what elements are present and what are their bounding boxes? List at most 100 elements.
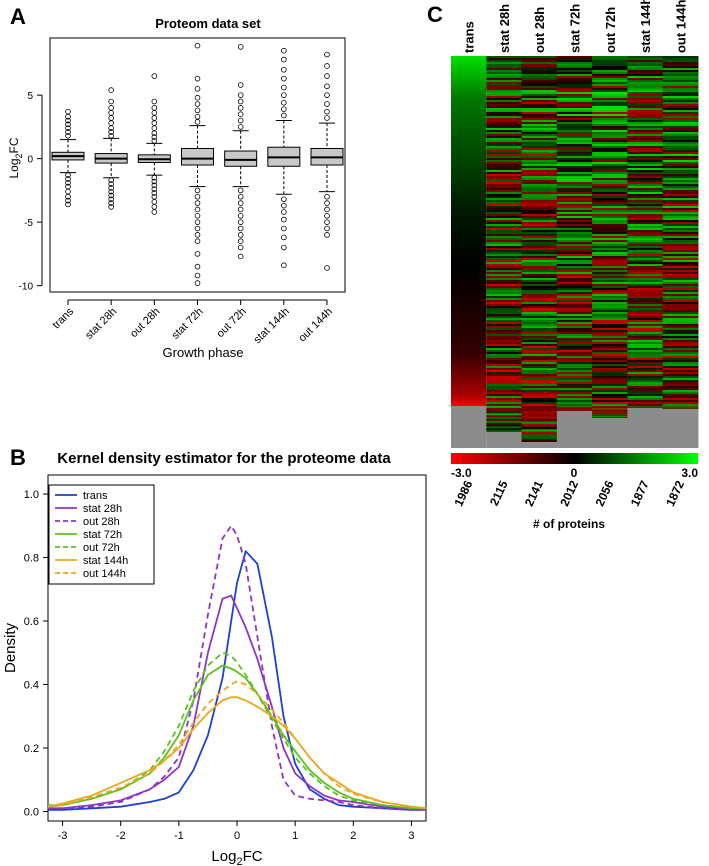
heatmap-cell [556,236,593,239]
heatmap-cell [627,138,664,141]
outlier-point [108,87,114,93]
outlier-point [108,192,114,199]
legend-label: stat 72h [83,529,122,541]
heatmap-cell [521,390,558,393]
heatmap-cell [592,394,628,397]
heatmap-cell [521,266,558,269]
heatmap-cell [662,376,699,379]
outlier-point [324,73,330,79]
heatmap-cell [592,204,628,207]
heatmap-cell [627,296,664,299]
heatmap-cell [486,407,523,411]
heatmap-cell [486,392,523,395]
heatmap-cell [521,114,558,117]
heatmap-cell [592,222,628,225]
heatmap-cell [521,100,558,103]
heatmap-cell [592,330,628,333]
heatmap-cell [556,344,593,347]
heatmap-cell [556,294,593,297]
heatmap-cell [521,218,558,221]
heatmap-cell [662,60,699,63]
density-line-stat-72h [47,664,426,810]
heatmap-grid [451,56,699,448]
heatmap-cell [592,302,628,305]
heatmap-cell [592,154,628,157]
heatmap-cell [486,328,523,331]
heatmap-cell [556,360,593,363]
heatmap-cell [592,232,628,235]
colorbar-max-label: 3.0 [681,466,698,480]
heatmap-cell [556,184,593,187]
legend-label: out 28h [83,516,120,528]
heatmap-cell [592,238,628,241]
heatmap-cell [521,128,558,131]
heatmap-cell [556,208,593,211]
heatmap-cell [592,390,628,393]
heatmap-cell [662,206,699,209]
heatmap-cell [486,174,523,177]
heatmap-column-header: out 72h [603,7,618,53]
heatmap-cell [627,144,664,147]
heatmap-cell [486,232,523,235]
outlier-point [237,219,244,225]
heatmap-cell [592,417,628,419]
heatmap-cell [627,274,664,277]
heatmap-cell [556,168,593,171]
heatmap-cell [592,406,628,409]
heatmap-cell [592,106,628,109]
heatmap-cell [556,98,593,101]
outlier-point [65,172,71,178]
heatmap-cell [556,220,593,223]
heatmap-cell [627,64,664,67]
heatmap-cell [627,218,664,221]
heatmap-cell [556,390,593,393]
heatmap-cell [486,198,523,201]
heatmap-cell [486,210,523,213]
density-axes: -3 -2 -1 0 1 2 3 0.0 0.2 0.4 0.6 0.8 1.0 [24,489,415,842]
heatmap-cell [592,128,628,131]
heatmap-cell [627,148,664,151]
heatmap-cell [486,228,523,231]
heatmap-cell [486,278,523,281]
heatmap-cell [556,56,593,59]
heatmap-cell [662,224,699,227]
heatmap-cell [486,370,523,373]
heatmap-cell [486,422,523,425]
heatmap-cell [521,380,558,383]
heatmap-cell [521,76,558,79]
heatmap-column-header: out 144h [673,0,688,53]
heatmap-cell [627,302,664,305]
outlier-point [151,199,158,205]
heatmap-cell [627,328,664,331]
heatmap-cell [627,268,664,271]
heatmap-cell [486,409,523,412]
heatmap-cell [556,216,593,219]
y-tick-label: 0.6 [24,616,39,628]
outlier-point [65,132,71,139]
outlier-point [194,94,201,101]
heatmap-cell [592,404,628,407]
heatmap-cell [486,372,523,375]
colorbar-min-label: -3.0 [451,466,472,480]
heatmap-cell [486,112,523,115]
outlier-point [65,125,71,131]
outlier-point [151,134,158,140]
heatmap-cell [556,298,593,301]
x-tick-label: 0 [234,830,240,842]
outlier-point [237,225,244,232]
heatmap-cell [521,210,558,213]
heatmap-cell [521,338,558,341]
heatmap-cell [556,378,593,381]
heatmap-cell [627,380,664,383]
heatmap-cell [521,204,558,207]
heatmap-cell [556,118,593,121]
heatmap-cell [627,208,664,211]
heatmap-cell [556,122,593,125]
heatmap-cell [486,126,523,129]
heatmap-cell [662,340,699,343]
heatmap-cell [556,190,593,193]
heatmap-cell [486,246,523,249]
heatmap-cell [556,274,593,277]
outlier-point [324,51,330,58]
